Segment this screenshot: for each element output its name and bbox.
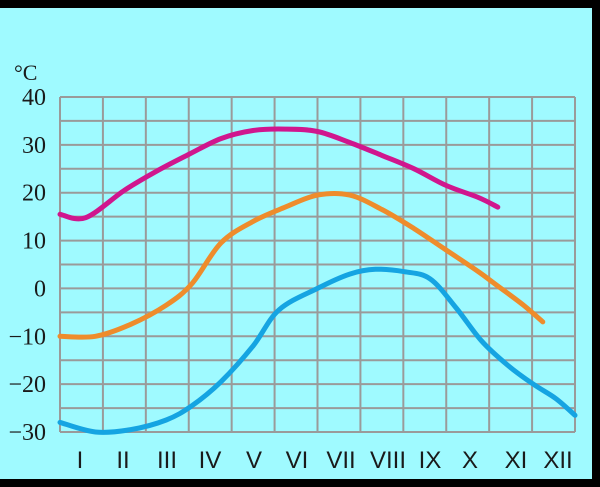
x-tick-label: X xyxy=(462,447,478,474)
y-tick-label: −10 xyxy=(8,324,46,350)
x-axis-ticks: I II III IV V VI VII VIII IX X XI XII xyxy=(77,447,573,474)
y-tick-label: 40 xyxy=(22,85,46,111)
y-axis-ticks: 40 30 20 10 0 −10 −20 −30 xyxy=(8,85,46,446)
x-tick-label: VIII xyxy=(370,447,406,474)
x-tick-label: III xyxy=(157,447,177,474)
x-tick-label: I xyxy=(77,447,84,474)
x-tick-label: II xyxy=(116,447,129,474)
y-tick-label: 30 xyxy=(22,133,46,159)
series-line-mean xyxy=(57,190,546,340)
y-tick-label: 10 xyxy=(22,229,46,255)
x-tick-label: VII xyxy=(326,447,355,474)
y-tick-label: 0 xyxy=(34,276,46,302)
y-tick-label: −30 xyxy=(8,420,46,446)
chart-grid xyxy=(59,96,576,433)
x-tick-label: XII xyxy=(543,447,572,474)
series-line-min xyxy=(57,266,578,435)
x-tick-label: XI xyxy=(505,447,528,474)
x-tick-label: IX xyxy=(419,447,442,474)
y-tick-label: −20 xyxy=(8,372,46,398)
chart-series xyxy=(57,126,578,435)
series-line-max xyxy=(57,126,501,222)
x-tick-label: VI xyxy=(286,447,309,474)
chart-panel xyxy=(0,8,592,479)
y-tick-label: 20 xyxy=(22,181,46,207)
y-axis-unit-label: °C xyxy=(14,60,37,85)
x-tick-label: V xyxy=(246,447,262,474)
x-tick-label: IV xyxy=(199,447,222,474)
